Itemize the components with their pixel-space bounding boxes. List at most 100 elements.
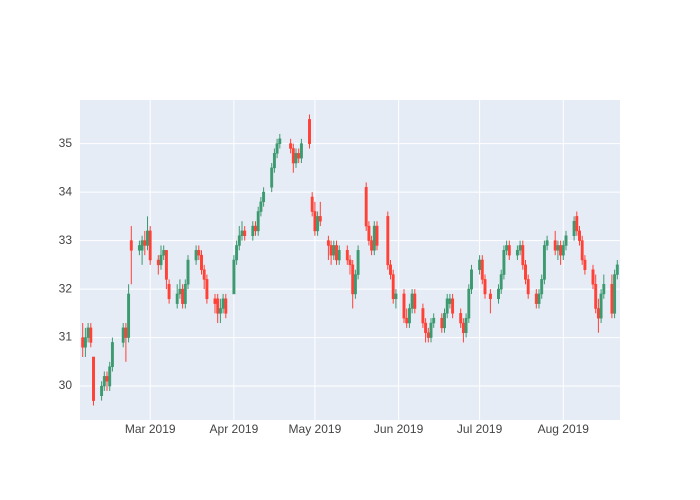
y-tick-label: 34 [59,184,73,198]
candle-body [602,283,606,295]
candle-body [162,250,166,256]
candle-body [194,250,198,261]
candle-body [470,269,473,290]
candle-body [129,240,133,251]
candle-body [140,240,144,251]
candle-body [464,317,468,333]
candle-body [370,240,374,251]
candle-body [272,153,276,169]
candle-body [596,308,600,319]
candle-body [224,298,228,314]
candle-body [356,250,360,275]
candle-body [81,337,85,348]
candle-body [467,288,471,319]
candle-body [308,119,311,144]
candle-body [559,245,563,256]
candle-body [542,245,546,280]
candle-body [240,230,244,237]
candle-body [613,274,617,314]
candle-body [316,216,320,232]
candle-body [564,235,568,246]
candle-body [521,245,525,266]
candle-body [167,283,171,300]
candle-body [337,250,341,261]
candle-body [146,230,149,246]
candle-body [218,308,222,314]
candle-body [367,225,371,241]
candle-body [83,337,87,348]
candle-body [445,298,449,314]
candle-body [405,317,409,324]
candle-body [502,250,506,275]
candle-body [175,293,179,304]
x-tick-label: Jun 2019 [374,422,424,436]
candle-body [488,293,492,300]
candle-body [499,274,503,290]
candle-body [259,201,263,212]
candle-body [124,327,128,338]
candle-body [335,245,338,261]
candle-body [148,230,152,261]
candle-body [526,279,530,295]
candle-body [372,225,376,251]
candle-body [183,283,187,304]
candle-body [364,187,368,227]
candle-body [92,356,95,401]
x-tick-label: Apr 2019 [210,422,259,436]
candle-body [181,288,185,304]
candle-body [429,322,433,338]
candle-body [108,366,112,387]
candle-body [105,376,109,382]
candle-body [345,250,349,261]
candle-body [410,293,414,309]
candle-body [89,327,93,343]
candle-body [216,298,220,314]
candle-body [348,259,352,266]
candle-body [505,245,509,251]
candle-body [143,240,147,246]
candle-body [310,196,314,212]
candle-body [127,293,131,338]
candle-body [440,317,444,329]
candle-body [275,143,279,154]
candle-body [518,245,522,251]
candle-body [197,250,201,256]
candle-body [159,254,163,266]
candle-body [318,216,322,222]
candle-body [553,240,557,251]
candle-body [243,230,247,237]
candle-body [278,138,282,144]
candle-body [443,313,446,329]
candle-body [483,279,487,295]
candle-body [524,264,527,280]
candle-body [556,245,560,251]
y-tick-label: 35 [59,136,73,150]
candle-body [332,245,336,256]
candle-body [580,240,584,261]
candle-body [164,250,168,280]
y-tick-label: 31 [59,330,73,344]
candle-body [326,240,330,246]
candle-body [461,322,465,333]
candle-body [537,293,541,304]
candle-body [515,250,519,256]
candle-body [205,279,209,300]
candle-body [351,264,355,295]
candle-body [221,298,225,309]
candle-body [402,293,406,319]
candle-body [291,148,295,164]
candle-body [432,317,436,324]
candle-body [421,308,425,324]
candle-body [289,143,293,149]
candle-body [156,259,160,266]
candle-body [100,385,104,397]
candle-body [599,293,603,319]
candle-body [270,167,274,188]
candle-body [615,264,619,275]
candle-body [394,293,398,300]
candle-body [386,216,390,266]
candle-body [186,259,190,285]
candle-body [213,298,217,304]
candle-body [545,240,549,246]
y-tick-label: 33 [59,233,73,247]
